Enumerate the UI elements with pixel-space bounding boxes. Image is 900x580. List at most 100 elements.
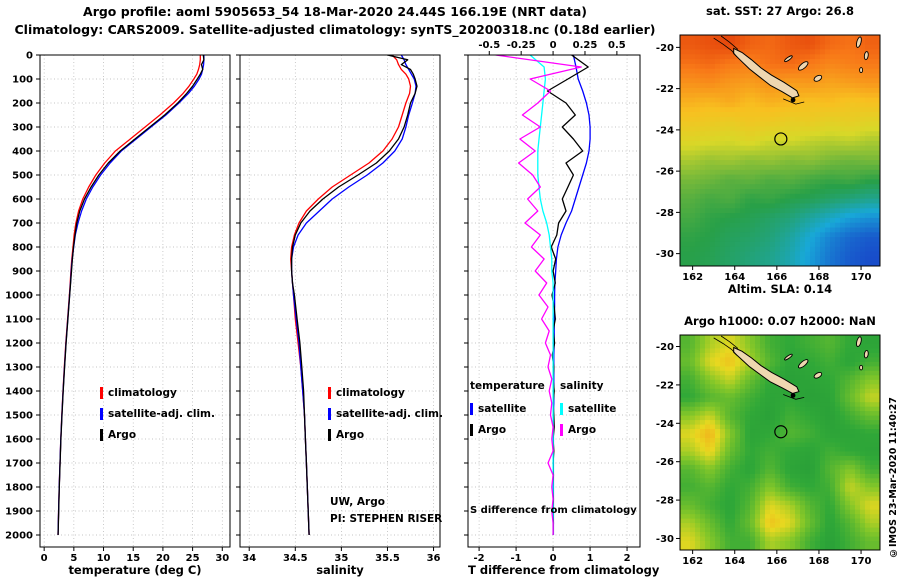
svg-text:168: 168 [809,556,830,567]
legend-header-temperature: temperature [470,380,545,392]
svg-text:35.5: 35.5 [375,553,400,564]
svg-text:164: 164 [724,272,745,283]
svg-text:1200: 1200 [5,339,33,350]
svg-text:-28: -28 [656,496,674,507]
svg-text:15: 15 [126,553,140,564]
svg-text:164: 164 [724,556,745,567]
credit-pi: PI: STEPHEN RISER [330,513,443,525]
svg-text:36: 36 [427,553,441,564]
svg-text:1900: 1900 [5,507,33,518]
svg-text:1500: 1500 [5,411,33,422]
argo-s-color-swatch [560,423,563,436]
svg-text:1600: 1600 [5,435,33,446]
svg-text:400: 400 [12,147,33,158]
svg-text:800: 800 [12,243,33,254]
s-difference-inner-label: S difference from climatology [470,505,637,516]
legend-item-satellite-clim: satellite-adj. clim. [328,403,443,424]
svg-text:-26: -26 [656,167,674,178]
svg-text:0: 0 [550,553,557,564]
svg-text:2000: 2000 [5,531,33,542]
legend-label: Argo [336,428,365,441]
svg-text:-20: -20 [656,342,674,353]
svg-text:1100: 1100 [5,315,33,326]
page-subtitle: Climatology: CARS2009. Satellite-adjuste… [14,22,656,37]
salinity-legend: climatology satellite-adj. clim. Argo [328,382,443,445]
svg-text:900: 900 [12,267,33,278]
satellite-t-color-swatch [470,402,473,415]
svg-text:168: 168 [809,272,830,283]
svg-text:100: 100 [12,75,33,86]
argo-color-swatch [328,428,331,441]
temperature-axis-label: temperature (deg C) [68,563,202,577]
svg-text:1800: 1800 [5,483,33,494]
svg-text:-1: -1 [511,553,522,564]
svg-text:5: 5 [70,553,77,564]
svg-text:0.25: 0.25 [573,40,598,51]
argo-color-swatch [100,428,103,441]
legend-label: satellite [478,402,527,415]
legend-label: satellite-adj. clim. [108,407,215,420]
svg-text:162: 162 [682,272,703,283]
svg-text:2: 2 [624,553,631,564]
copyright-stamp: ©IMOS 23-Mar-2020 11:40:27 [888,397,899,558]
svg-text:25: 25 [186,553,200,564]
svg-text:700: 700 [12,219,33,230]
satellite-s-color-swatch [560,402,563,415]
legend-label: climatology [108,386,177,399]
svg-text:-22: -22 [656,84,674,95]
svg-text:-0.5: -0.5 [478,40,500,51]
svg-text:0: 0 [26,51,33,62]
svg-text:-28: -28 [656,208,674,219]
difference-legend-temperature: temperature satellite Argo [470,380,545,440]
svg-text:0: 0 [550,40,557,51]
climatology-color-swatch [328,386,331,399]
temperature-legend: climatology satellite-adj. clim. Argo [100,382,215,445]
svg-text:20: 20 [156,553,170,564]
legend-label: Argo [478,423,507,436]
legend-item-climatology: climatology [328,382,443,403]
svg-text:30: 30 [215,553,229,564]
legend-item-argo-t: Argo [470,419,545,440]
legend-label: climatology [336,386,405,399]
svg-text:0: 0 [41,553,48,564]
argo-heights-label: Argo h1000: 0.07 h2000: NaN [684,314,876,328]
legend-label: Argo [108,428,137,441]
svg-text:1000: 1000 [5,291,33,302]
legend-header-salinity: salinity [560,380,604,392]
svg-text:200: 200 [12,99,33,110]
svg-text:-22: -22 [656,380,674,391]
salinity-axis-label: salinity [316,563,364,577]
legend-item-argo: Argo [100,424,215,445]
svg-text:166: 166 [766,272,787,283]
legend-item-climatology: climatology [100,382,215,403]
satellite-clim-color-swatch [328,407,331,420]
credit-uw-argo: UW, Argo [330,496,385,508]
sst-map-title: sat. SST: 27 Argo: 26.8 [705,4,855,18]
svg-text:34.5: 34.5 [283,553,308,564]
svg-text:-30: -30 [656,534,674,545]
svg-text:34: 34 [242,553,256,564]
svg-text:166: 166 [766,556,787,567]
svg-text:0.5: 0.5 [608,40,626,51]
legend-item-satellite-t: satellite [470,398,545,419]
svg-text:-20: -20 [656,43,674,54]
svg-text:1400: 1400 [5,387,33,398]
legend-item-argo-s: Argo [560,419,616,440]
svg-text:-0.25: -0.25 [507,40,536,51]
svg-text:-24: -24 [656,419,674,430]
sla-map-title: Altim. SLA: 0.14 [727,282,833,296]
legend-label: satellite [568,402,617,415]
svg-text:35: 35 [334,553,348,564]
t-difference-axis-label: T difference from climatology [468,563,660,577]
svg-text:-24: -24 [656,125,674,136]
svg-text:-26: -26 [656,457,674,468]
svg-text:10: 10 [97,553,111,564]
svg-text:170: 170 [851,272,872,283]
svg-text:1: 1 [587,553,594,564]
svg-text:1700: 1700 [5,459,33,470]
svg-text:600: 600 [12,195,33,206]
legend-label: Argo [568,423,597,436]
svg-text:-30: -30 [656,249,674,260]
